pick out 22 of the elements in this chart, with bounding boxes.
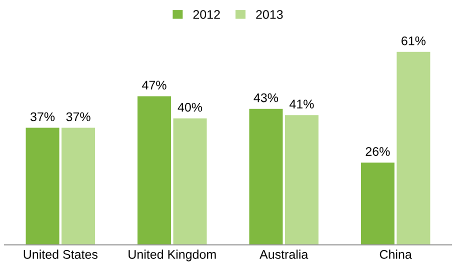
bar: [26, 128, 60, 245]
bar: [62, 128, 96, 245]
data-label: 43%: [254, 93, 278, 102]
x-tick-label: Australia: [260, 250, 308, 259]
data-label: 41%: [290, 100, 314, 108]
x-tick-label: China: [380, 250, 412, 259]
data-label: 40%: [178, 102, 202, 112]
bar: [396, 52, 430, 245]
bar: [360, 162, 394, 245]
legend-label: 2012: [193, 10, 220, 19]
bar: [249, 108, 283, 245]
data-label: 37%: [66, 112, 90, 122]
bar: [138, 96, 172, 245]
legend-label: 2013: [256, 10, 283, 19]
x-tick-label: United Kingdom: [128, 250, 216, 262]
x-tick-label: United States: [24, 250, 98, 259]
data-label: 47%: [142, 80, 166, 90]
bar: [284, 115, 318, 245]
bar: [173, 118, 207, 245]
data-label: 37%: [30, 112, 55, 122]
data-label: 61%: [402, 36, 426, 46]
data-label: 26%: [366, 147, 390, 156]
